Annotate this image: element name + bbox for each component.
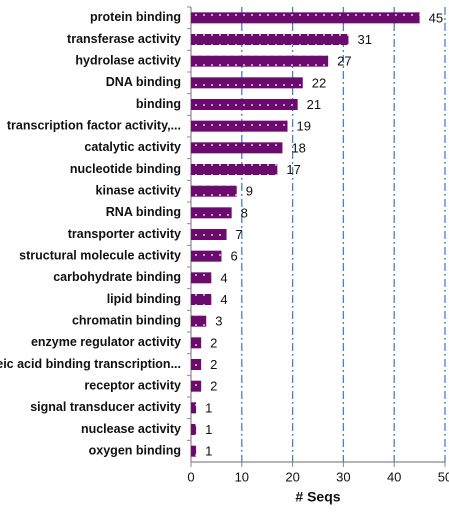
data-label: 6: [230, 249, 237, 264]
y-tick-label: kinase activity: [96, 183, 182, 197]
y-tick-label: nucleic acid binding transcription...: [0, 357, 181, 371]
data-label: 19: [297, 119, 311, 134]
data-label: 45: [429, 10, 443, 25]
bar: [191, 402, 197, 414]
data-label: 1: [205, 444, 212, 459]
bar: [191, 99, 298, 110]
bar: [191, 380, 202, 392]
data-label: 3: [215, 314, 222, 329]
y-tick-label: RNA binding: [106, 205, 181, 219]
bar: [191, 12, 420, 24]
bar: [191, 315, 207, 327]
bar: [191, 185, 237, 197]
data-label: 1: [205, 422, 212, 437]
data-label: 1: [205, 400, 212, 415]
y-tick-label: catalytic activity: [84, 140, 181, 154]
x-tick-label: 50: [438, 469, 449, 484]
bar: [191, 359, 202, 370]
y-tick-label: transferase activity: [67, 32, 181, 46]
bar: [191, 424, 197, 435]
data-label: 7: [236, 227, 243, 242]
bar: [191, 77, 303, 89]
data-label: 8: [241, 205, 248, 220]
y-tick-label: nuclease activity: [81, 422, 181, 436]
data-label: 31: [357, 32, 371, 47]
x-tick-label: 10: [235, 469, 249, 484]
y-tick-label: lipid binding: [107, 292, 181, 306]
y-tick-label: structural molecule activity: [19, 248, 181, 262]
data-label: 2: [210, 357, 217, 372]
y-tick-label: carbohydrate binding: [53, 270, 181, 284]
x-tick-label: 40: [387, 469, 401, 484]
bar: [191, 272, 212, 284]
bar: [191, 164, 278, 175]
bar: [191, 55, 329, 67]
y-tick-label: DNA binding: [106, 75, 181, 89]
x-tick-label: 0: [187, 469, 194, 484]
bar: [191, 142, 283, 154]
data-label: 27: [337, 54, 351, 69]
y-tick-label: nucleotide binding: [70, 162, 181, 176]
bar: [191, 445, 197, 457]
data-label: 17: [286, 162, 300, 177]
data-label: 4: [220, 292, 227, 307]
bar: [191, 207, 232, 219]
bar: [191, 250, 222, 262]
y-tick-label: enzyme regulator activity: [31, 335, 181, 349]
x-tick-label: 20: [285, 469, 299, 484]
x-tick-label: 30: [336, 469, 350, 484]
bar: [191, 34, 349, 45]
y-tick-label: receptor activity: [84, 378, 181, 392]
data-label: 4: [220, 270, 227, 285]
y-tick-label: chromatin binding: [72, 313, 181, 327]
data-label: 22: [312, 75, 326, 90]
bar: [191, 229, 227, 240]
y-tick-label: transporter activity: [68, 227, 181, 241]
y-tick-label: signal transducer activity: [30, 400, 181, 414]
data-label: 9: [246, 184, 253, 199]
data-label: 18: [291, 140, 305, 155]
data-label: 2: [210, 335, 217, 350]
y-tick-label: protein binding: [90, 10, 181, 24]
x-axis-label: # Seqs: [295, 489, 340, 505]
bar: [191, 120, 288, 132]
y-tick-label: transcription factor activity,...: [7, 118, 181, 132]
y-tick-label: hydrolase activity: [75, 53, 181, 67]
bar: [191, 337, 202, 349]
data-label: 21: [307, 97, 321, 112]
y-tick-label: oxygen binding: [89, 443, 181, 457]
y-tick-label: binding: [136, 97, 181, 111]
data-label: 2: [210, 379, 217, 394]
bar: [191, 294, 212, 305]
